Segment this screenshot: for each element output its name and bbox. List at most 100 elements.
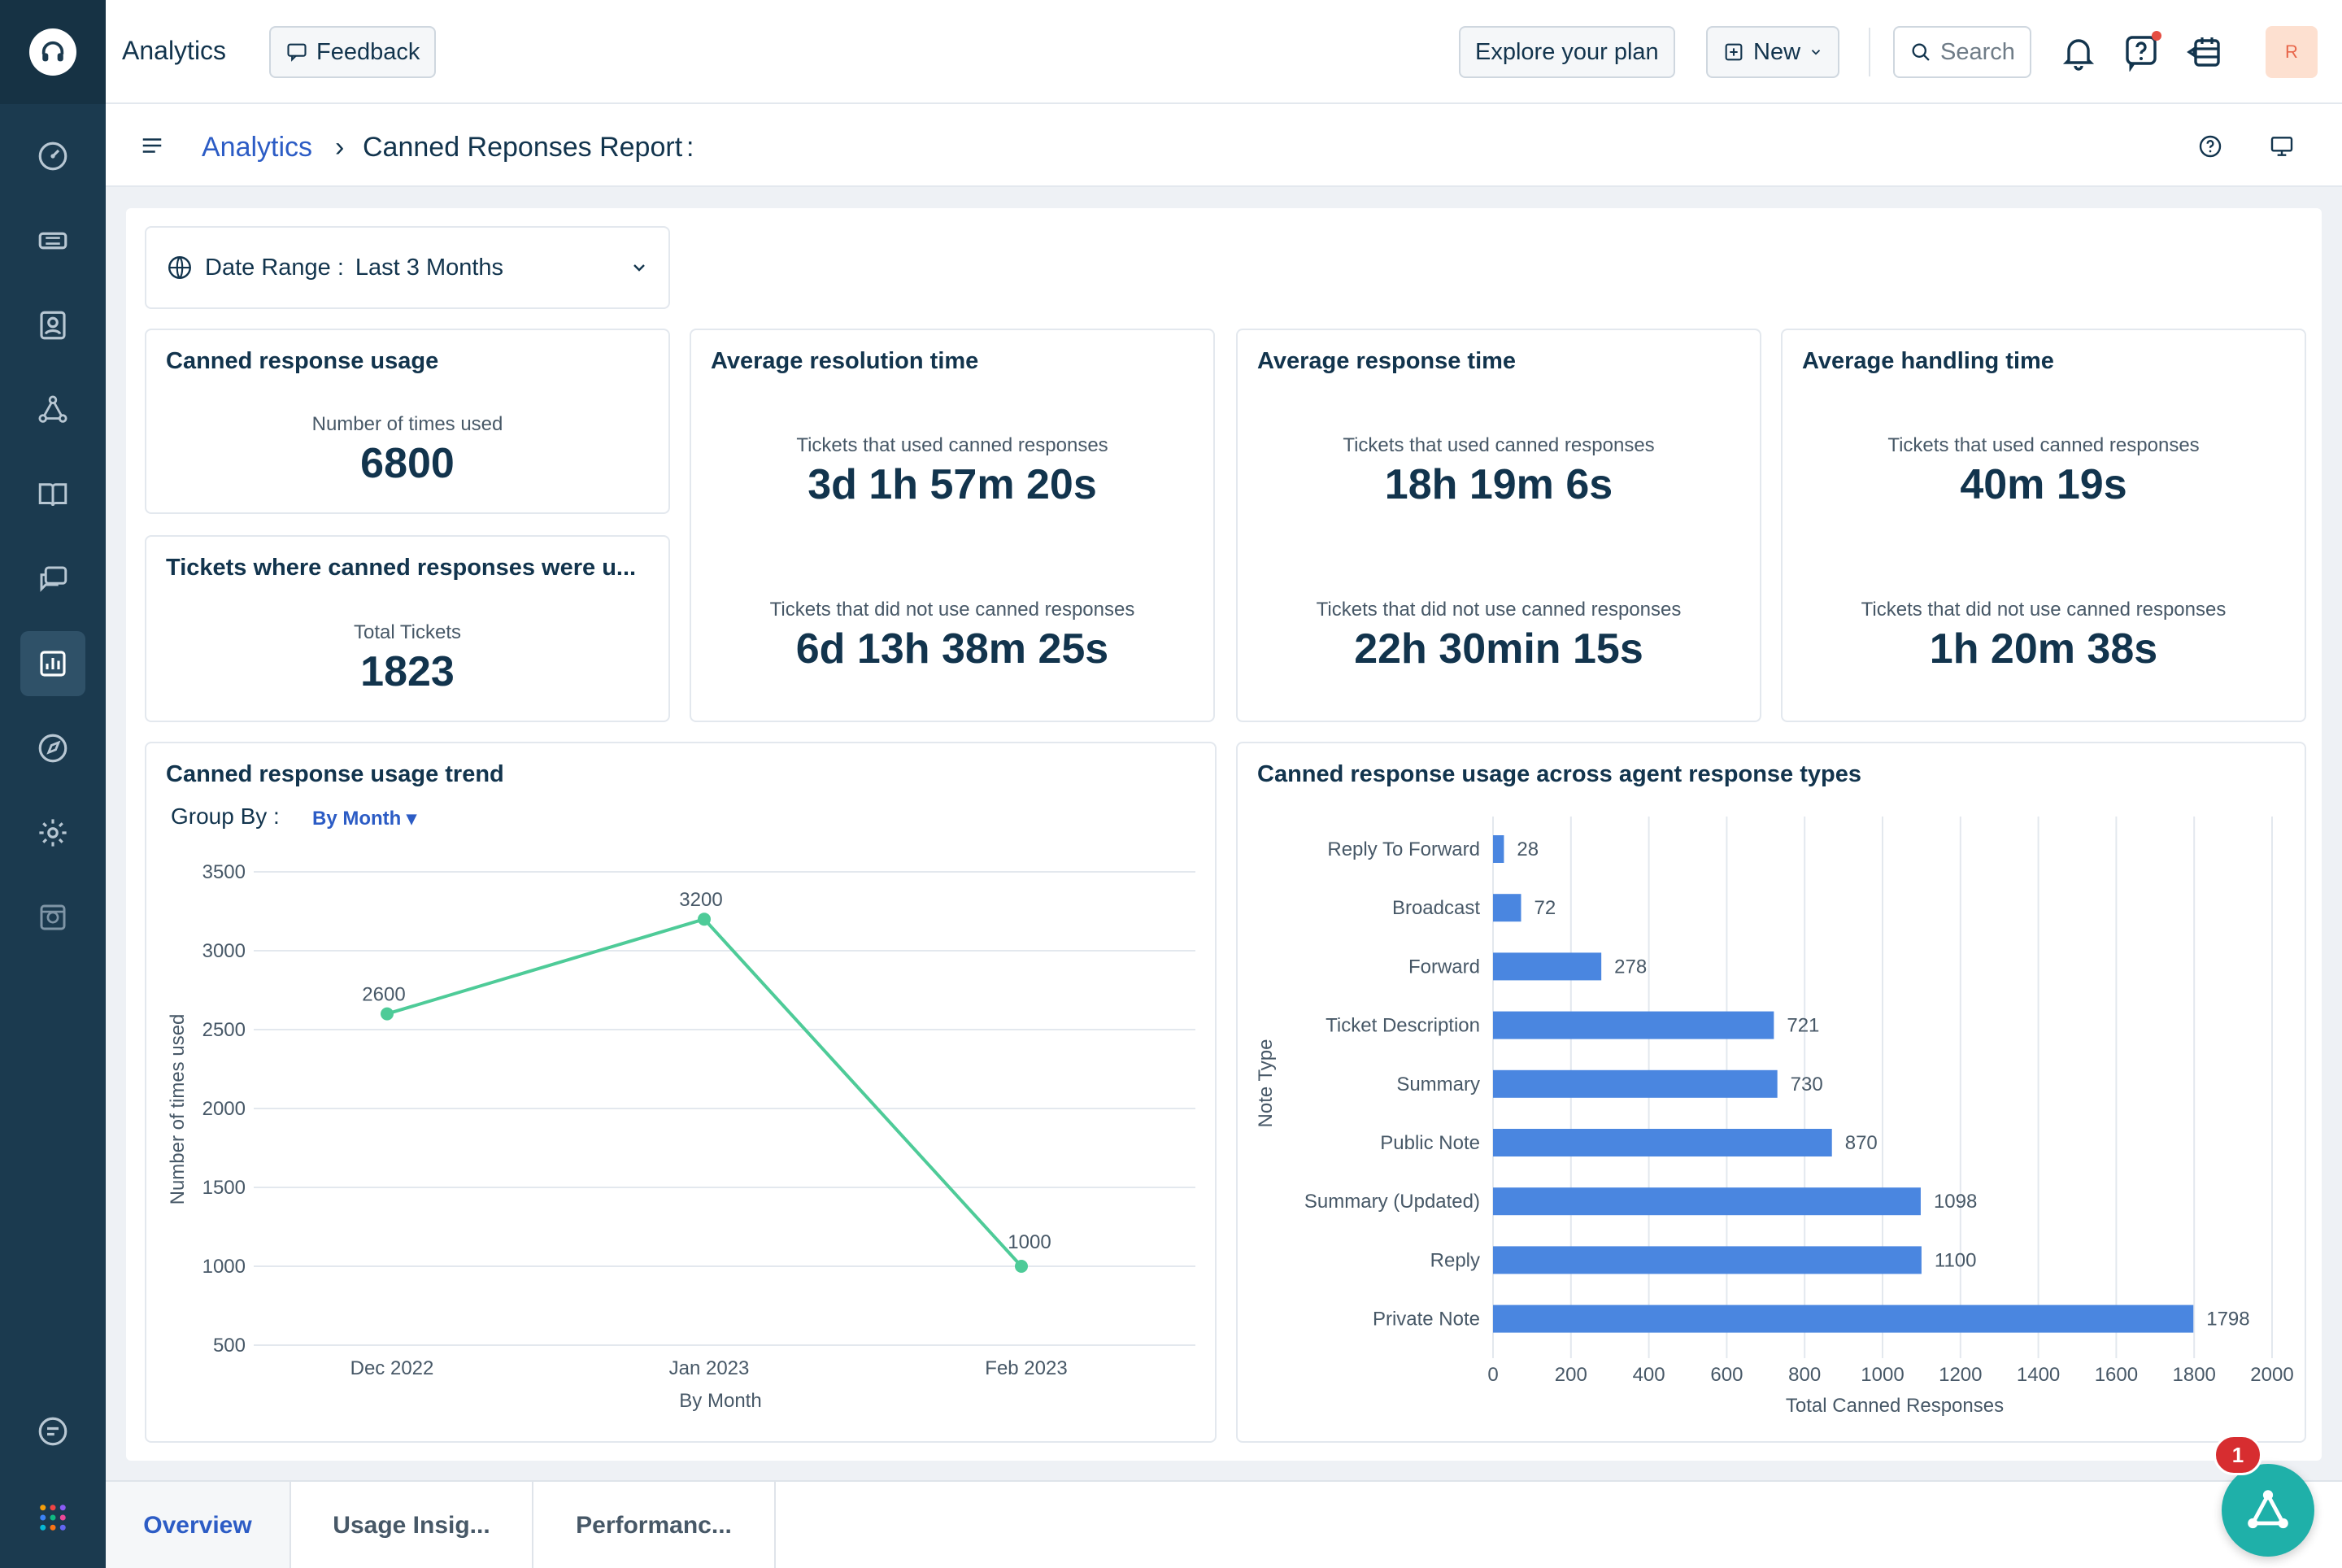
bar [1493, 1129, 1832, 1156]
announcements-icon[interactable] [2179, 26, 2231, 78]
help-circle-icon[interactable] [2197, 133, 2223, 159]
metric-value: 18h 19m 6s [1384, 461, 1613, 508]
x-axis-label: By Month [679, 1390, 761, 1412]
bar [1493, 952, 1602, 981]
metric-label: Tickets that did not use canned response… [1861, 599, 2227, 621]
new-label: New [1753, 38, 1801, 65]
search-input[interactable]: Search [1893, 26, 2031, 78]
x-axis-label: Total Canned Responses [1786, 1395, 2004, 1417]
date-range-filter[interactable]: Date Range : Last 3 Months [145, 226, 670, 309]
title-more-menu[interactable]: : [686, 132, 694, 163]
data-label: 1000 [1008, 1231, 1051, 1253]
analytics-icon[interactable] [20, 631, 85, 696]
app-title: Analytics [122, 36, 227, 65]
data-label: 278 [1614, 956, 1647, 978]
bar [1493, 1246, 1922, 1274]
notifications-bell-icon[interactable] [2053, 26, 2105, 78]
metric-label: Tickets that used canned responses [1887, 434, 2200, 456]
card-title: Tickets where canned responses were u... [166, 555, 637, 581]
search-placeholder: Search [1940, 38, 2015, 65]
apps-grid-icon[interactable] [20, 1485, 85, 1550]
metric-value: 3d 1h 57m 20s [808, 461, 1097, 508]
headset-icon [29, 28, 76, 76]
x-tick-label: 0 [1487, 1364, 1498, 1386]
metric-value: 1h 20m 38s [1929, 625, 2158, 673]
y-tick-label: 1500 [202, 1177, 246, 1199]
feedback-icon [287, 43, 307, 62]
metric-value: 40m 19s [1960, 461, 2127, 508]
x-tick-label: 200 [1555, 1364, 1587, 1386]
category-label: Forward [1408, 956, 1480, 978]
x-tick-label: Feb 2023 [985, 1357, 1067, 1379]
data-label: 1098 [1934, 1191, 1977, 1213]
settings-gear-icon[interactable] [20, 800, 85, 865]
tickets-card: Tickets where canned responses were u...… [145, 535, 670, 722]
explore-icon[interactable] [20, 716, 85, 781]
resolution-time-card: Average resolution time Tickets that use… [690, 329, 1215, 722]
breadcrumb: Analytics › Canned Reponses Report : [106, 104, 2342, 187]
marketplace-icon[interactable] [20, 885, 85, 950]
data-label: 2600 [362, 984, 405, 1006]
metric-value: 22h 30min 15s [1354, 625, 1643, 673]
breadcrumb-analytics-link[interactable]: Analytics [202, 132, 313, 163]
explore-plan-label: Explore your plan [1475, 38, 1659, 65]
presentation-icon[interactable] [2269, 133, 2295, 159]
assistant-fab-button[interactable] [2222, 1464, 2314, 1557]
x-tick-label: 600 [1710, 1364, 1743, 1386]
y-axis-label: Note Type [1255, 1039, 1277, 1128]
category-label: Public Note [1380, 1132, 1480, 1154]
tickets-icon[interactable] [20, 208, 85, 273]
x-tick-label: Dec 2022 [350, 1357, 434, 1379]
new-button[interactable]: New [1706, 26, 1840, 78]
groups-icon[interactable] [20, 377, 85, 442]
x-tick-label: 1600 [2095, 1364, 2138, 1386]
toolbar-divider [1869, 28, 1870, 76]
assistant-icon [2248, 1490, 2288, 1529]
x-tick-label: Jan 2023 [669, 1357, 750, 1379]
app-logo[interactable] [0, 0, 106, 104]
tab-overview[interactable]: Overview [106, 1482, 291, 1568]
avatar[interactable]: R [2266, 26, 2318, 78]
category-label: Reply To Forward [1327, 838, 1480, 860]
category-label: Reply [1430, 1249, 1480, 1271]
card-title: Average handling time [1802, 348, 2054, 374]
category-label: Broadcast [1392, 897, 1480, 919]
page-title: Canned Reponses Report [363, 132, 683, 163]
feedback-button[interactable]: Feedback [269, 26, 437, 78]
dashboard-icon[interactable] [20, 124, 85, 189]
data-label: 730 [1791, 1074, 1823, 1095]
metric-label: Total Tickets [353, 621, 462, 643]
report-tabs: Overview Usage Insig... Performanc... [106, 1480, 2342, 1568]
card-title: Average resolution time [711, 348, 979, 374]
tab-usage-insights[interactable]: Usage Insig... [291, 1482, 533, 1568]
feedback-label: Feedback [316, 38, 420, 65]
y-tick-label: 2500 [202, 1019, 246, 1041]
data-label: 28 [1517, 838, 1539, 860]
notification-badge: 1 [2214, 1435, 2262, 1475]
date-range-label: Date Range : [205, 254, 344, 281]
chat-support-icon[interactable] [20, 1399, 85, 1464]
data-label: 3200 [679, 889, 722, 911]
group-by-dropdown[interactable]: By Month ▾ [312, 808, 417, 830]
metric-label: Number of times used [311, 413, 503, 435]
chevron-down-icon [1811, 50, 1821, 55]
x-tick-label: 1400 [2017, 1364, 2060, 1386]
y-tick-label: 2000 [202, 1098, 246, 1120]
data-point [381, 1007, 394, 1021]
series-line [386, 917, 1023, 1268]
conversations-icon[interactable] [20, 547, 85, 612]
category-label: Private Note [1373, 1309, 1480, 1331]
help-icon[interactable] [2116, 26, 2168, 78]
explore-plan-button[interactable]: Explore your plan [1459, 26, 1675, 78]
tab-performance[interactable]: Performanc... [533, 1482, 776, 1568]
menu-icon[interactable] [140, 133, 164, 158]
metric-label: Tickets that used canned responses [1343, 434, 1655, 456]
y-tick-label: 3000 [202, 940, 246, 962]
knowledge-base-icon[interactable] [20, 462, 85, 527]
contacts-icon[interactable] [20, 293, 85, 358]
breadcrumb-separator: › [335, 132, 345, 163]
card-title: Canned response usage [166, 348, 439, 374]
bar [1493, 1011, 1774, 1039]
handling-time-card: Average handling time Tickets that used … [1781, 329, 2306, 722]
usage-trend-card: Canned response usage trend [145, 742, 1217, 1443]
